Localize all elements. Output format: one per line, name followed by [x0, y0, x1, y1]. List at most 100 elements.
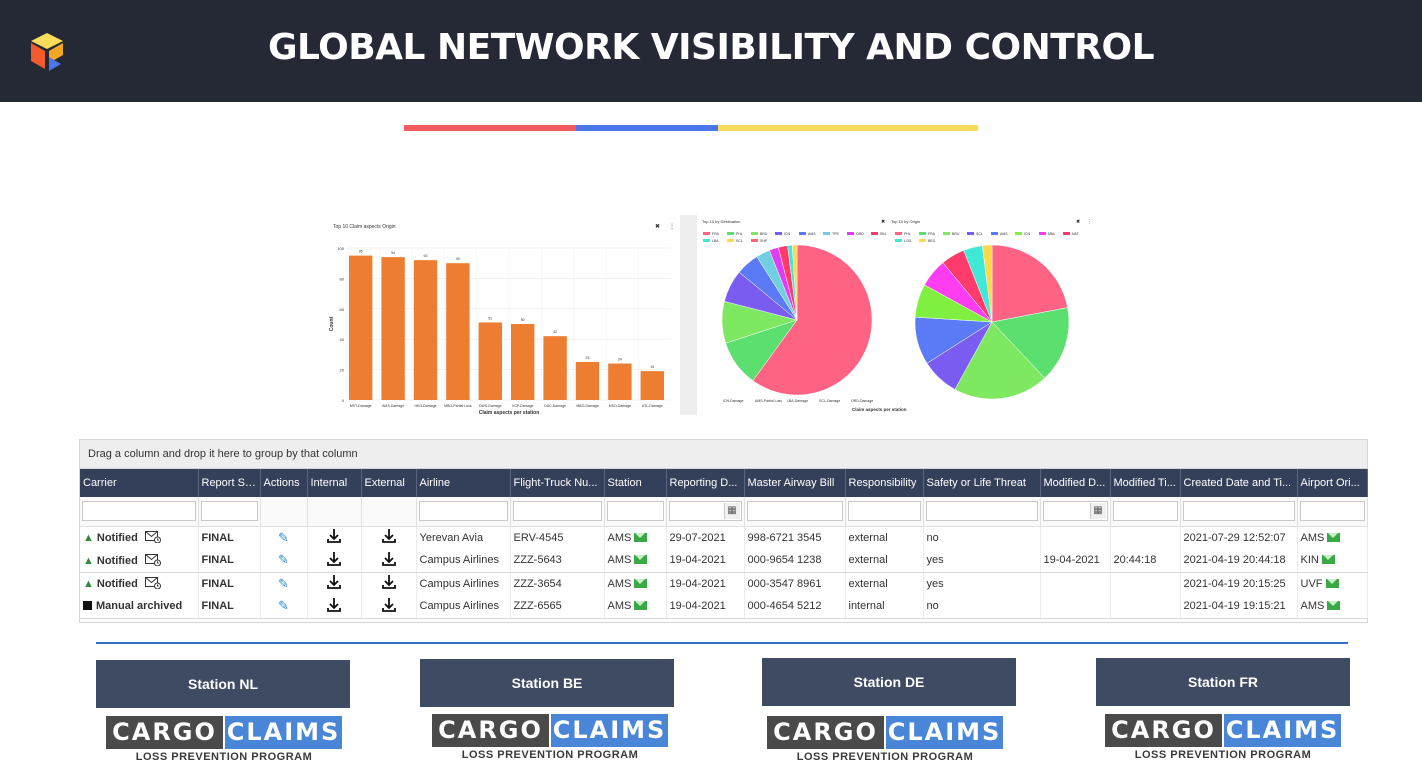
mail-icon[interactable]: [634, 532, 648, 542]
report-status: FINAL: [198, 526, 261, 549]
pie-slice: [792, 244, 798, 321]
cargo-claims-logo: CARGO CLAIMS LOSS PREVENTION PROGRAM: [432, 714, 668, 764]
download-icon[interactable]: [381, 597, 397, 616]
master-airway-bill: 000-4654 5212: [744, 595, 846, 619]
download-icon[interactable]: [381, 551, 397, 570]
legend-swatch: [703, 239, 710, 242]
column-header[interactable]: Carrier: [80, 469, 199, 497]
mail-icon[interactable]: [1321, 555, 1335, 565]
column-header[interactable]: Created Date and Ti...: [1180, 469, 1298, 497]
bar-value-label: 25: [586, 356, 590, 360]
modified-time: [1110, 572, 1181, 595]
airport-origin-cell: AMS: [1297, 526, 1368, 549]
mail-icon[interactable]: [634, 601, 648, 611]
pie-slice: [982, 244, 993, 323]
calendar-icon[interactable]: ▦: [723, 503, 740, 520]
table-row[interactable]: ▲ Notified FINAL ✎ Yerevan Avia ERV-4545 AMS 29…: [80, 526, 1368, 549]
legend-swatch: [919, 232, 926, 235]
station-code: AMS: [607, 531, 632, 544]
column-filter-input[interactable]: [418, 501, 508, 522]
download-icon[interactable]: [326, 551, 342, 570]
station-button[interactable]: Station FR: [1096, 658, 1350, 706]
airport-origin: KIN: [1300, 554, 1319, 567]
legend-label: FRA: [928, 232, 936, 236]
legend-swatch: [727, 232, 734, 235]
column-header[interactable]: Master Airway Bill: [744, 469, 846, 497]
column-header[interactable]: Modified Ti...: [1110, 469, 1181, 497]
download-icon[interactable]: [381, 528, 397, 547]
edit-icon[interactable]: ✎: [278, 598, 289, 614]
column-header[interactable]: Safety or Life Threat: [923, 469, 1041, 497]
column-header[interactable]: Actions: [260, 469, 308, 497]
column-header[interactable]: Station: [604, 469, 667, 497]
column-header[interactable]: External: [361, 469, 417, 497]
column-filter-input[interactable]: [1112, 501, 1178, 522]
column-header[interactable]: Airline: [416, 469, 511, 497]
calendar-icon[interactable]: ▦: [1089, 503, 1106, 520]
column-header[interactable]: Airport Ori...: [1297, 469, 1368, 497]
column-filter-input[interactable]: ▦: [1042, 501, 1108, 522]
column-filter-input[interactable]: [82, 501, 196, 522]
station-button[interactable]: Station DE: [762, 658, 1016, 706]
responsibility: internal: [845, 595, 924, 619]
edit-icon[interactable]: ✎: [278, 552, 289, 568]
column-filter-input[interactable]: [512, 501, 602, 522]
mail-icon[interactable]: [1325, 578, 1339, 588]
column-filter-input[interactable]: [847, 501, 921, 522]
mail-icon[interactable]: [1327, 532, 1341, 542]
external-cell: [361, 595, 417, 619]
mail-icon[interactable]: [634, 578, 648, 588]
column-header[interactable]: Reporting D...: [666, 469, 745, 497]
bar-value-label: 42: [553, 330, 557, 334]
table-row[interactable]: Manual archived FINAL ✎ Campus Airlines ZZZ-…: [80, 595, 1368, 619]
email-schedule-icon[interactable]: [138, 531, 161, 544]
mail-icon[interactable]: [634, 555, 648, 565]
column-filter-input[interactable]: [746, 501, 843, 522]
edit-icon[interactable]: ✎: [278, 529, 289, 545]
table-row[interactable]: ▲ Notified FINAL ✎ Campus Airlines ZZZ-5643 AM…: [80, 549, 1368, 573]
legend-swatch: [751, 239, 758, 242]
table-row[interactable]: ▲ Notified FINAL ✎ Campus Airlines ZZZ-3654 AM…: [80, 572, 1368, 595]
actions-cell: ✎: [260, 572, 308, 595]
legend-label: LGG: [904, 239, 912, 243]
internal-cell: [307, 572, 362, 595]
station-code: AMS: [607, 577, 632, 590]
pie-slice: [991, 307, 1070, 379]
section-divider: [96, 642, 1348, 644]
legend-swatch: [823, 232, 830, 235]
column-filter-input[interactable]: ▦: [668, 501, 742, 522]
column-filter-input[interactable]: [1182, 501, 1295, 522]
x-tick-label: MBO-Damage: [576, 404, 598, 408]
edit-icon[interactable]: ✎: [278, 575, 289, 591]
column-header[interactable]: Report St...: [198, 469, 261, 497]
download-icon[interactable]: [326, 574, 342, 593]
email-schedule-icon[interactable]: [138, 553, 161, 567]
column-filter-input[interactable]: [200, 501, 258, 522]
y-tick-label: 0: [342, 398, 345, 403]
mail-icon[interactable]: [1327, 601, 1341, 611]
column-filter-input[interactable]: [1299, 501, 1365, 522]
cargo-claims-logo: CARGO CLAIMS LOSS PREVENTION PROGRAM: [767, 716, 1003, 766]
bar: [349, 255, 373, 400]
email-schedule-icon[interactable]: [138, 577, 161, 590]
station-button[interactable]: Station BE: [420, 659, 674, 707]
station-button[interactable]: Station NL: [96, 660, 350, 708]
y-tick-label: 60: [340, 307, 345, 312]
column-filter-input[interactable]: [925, 501, 1038, 522]
logo-subtitle: LOSS PREVENTION PROGRAM: [1134, 749, 1312, 761]
column-header[interactable]: Internal: [307, 469, 362, 497]
bar-value-label: 94: [391, 251, 395, 255]
download-icon[interactable]: [326, 597, 342, 616]
download-icon[interactable]: [326, 528, 342, 547]
column-header[interactable]: Flight-Truck Nu...: [510, 469, 605, 497]
group-by-drop-zone[interactable]: Drag a column and drop it here to group …: [80, 440, 1367, 469]
carrier-status: Manual archived: [96, 600, 183, 613]
column-header[interactable]: Modified D...: [1040, 469, 1111, 497]
download-icon[interactable]: [381, 574, 397, 593]
airport-origin-cell: KIN: [1297, 549, 1368, 573]
column-header-row: Carrier Report St... Actions Internal Extern…: [80, 469, 1368, 497]
cube-logo-icon[interactable]: [28, 31, 66, 71]
column-filter-input[interactable]: [606, 501, 664, 522]
legend-label: NAT: [1072, 232, 1080, 236]
column-header[interactable]: Responsibility: [845, 469, 924, 497]
